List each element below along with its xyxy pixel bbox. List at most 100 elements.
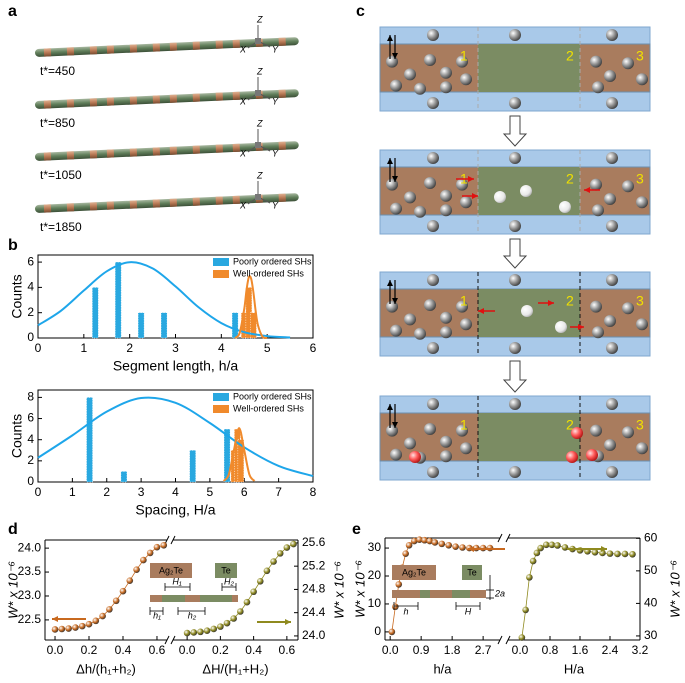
point [426,537,434,545]
nanowire-stripe [152,43,161,52]
particle [440,450,452,463]
particle [424,177,436,189]
x-tick-label: 1 [69,485,76,499]
axis-arrow-head [52,616,58,622]
point [445,541,452,549]
x-axis-label: h/a [433,661,452,676]
point [290,540,297,548]
point [402,550,409,557]
inset-label: H₂ [224,576,234,586]
region-label: 2 [566,48,574,64]
point [388,628,396,636]
region-label: 2 [566,417,574,433]
axis-arrow-head [285,619,291,625]
point [395,581,403,588]
particle [509,274,521,286]
diffusion-arrow-head [578,324,584,330]
nanowire [34,193,299,213]
particle [509,342,521,354]
diffusion-arrow-head [584,187,590,193]
x-tick-label: 0.4 [245,643,262,657]
axis-label: Z [256,118,263,128]
point [431,539,439,546]
point [421,536,428,544]
axis-label: X [239,148,247,158]
inset-label: h [403,606,408,616]
particle [386,424,398,437]
fit-curve [37,396,314,478]
particle [427,342,439,354]
te-segment [478,413,580,461]
x-tick-label: 5 [264,341,271,355]
point [591,549,599,556]
point [112,597,120,605]
nanowire-stripe [215,144,223,153]
particle [606,29,618,41]
region-label: 3 [636,293,644,309]
particle [509,220,521,232]
point [237,608,244,615]
particle [404,313,416,326]
point [153,543,161,551]
nanowire-stripe [66,203,75,212]
particle [460,442,472,455]
nanowire-stripe [129,200,138,209]
particle [586,449,598,461]
particle [606,342,618,354]
point [270,558,277,565]
point [561,544,569,551]
particle [440,435,452,448]
axis-arrow-head [468,546,474,552]
y-tick-label: 23.0 [18,588,42,602]
x-tick-label: 5 [207,485,214,499]
axis-label: Y [272,200,279,210]
axis-label: X [239,200,247,210]
nanowire-stripe [192,41,201,50]
nanowire-stripe [192,197,201,206]
point [223,619,231,627]
inset-segment [420,590,430,598]
point [250,588,257,596]
nanowire-stripe [278,89,286,98]
diffusion-arrow-head [478,308,484,314]
point [203,627,211,634]
series-line [521,544,633,638]
nanowire-stripe [89,46,98,55]
particle [622,57,634,70]
x-tick-label: 1 [80,341,87,355]
x-tick-label: 0.2 [81,643,98,657]
y-tick-label: 4 [27,280,34,294]
axis-label: Y [272,148,279,158]
inset-segment [430,590,452,598]
x2-axis-label: H/a [564,661,585,676]
point [405,541,413,549]
bar [223,428,231,483]
nanowire-stripe [152,95,161,104]
bar [234,428,241,483]
y-axis-label: Counts [9,274,25,318]
y2-tick-label: 25.2 [302,558,326,572]
nanowire-stripe [66,99,75,108]
particle [427,152,439,164]
region-label: 1 [460,293,468,309]
point [526,574,533,581]
nanowire-stripe [106,45,115,54]
point [72,624,79,631]
y2-tick-label: 30 [644,628,658,642]
particle [636,196,648,209]
nanowire-stripe [106,201,115,210]
x-axis-label: Spacing, H/a [135,502,215,518]
y-tick-label: 0 [374,624,381,638]
particle [571,427,583,439]
inset-segment [392,590,420,598]
time-label: t*=450 [40,64,75,78]
nanowire-stripe [192,145,201,154]
strain-arrow-head [392,53,398,59]
nanowire-stripe [169,198,178,207]
bar [160,312,168,339]
region-label: 3 [636,171,644,187]
inset-segment [462,565,482,580]
axis-label: Z [256,170,263,180]
y-axis-label: W* x 10⁻⁶ [5,561,20,619]
region-label: 1 [460,48,468,64]
